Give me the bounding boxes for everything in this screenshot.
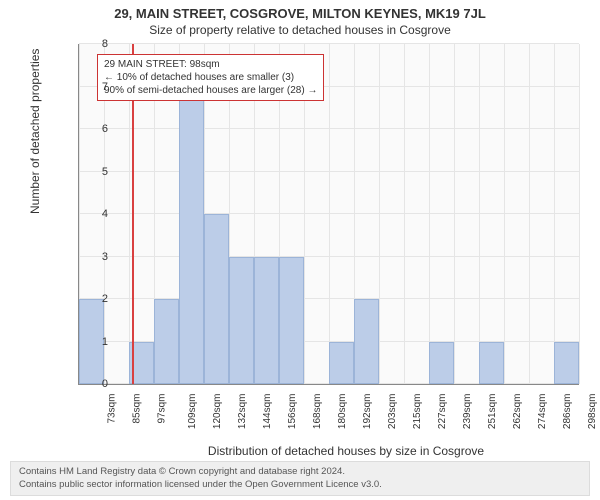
bar	[204, 214, 229, 384]
bar	[154, 299, 179, 384]
ytick-label: 6	[90, 123, 108, 135]
gridline-v	[379, 44, 380, 384]
callout-box: 29 MAIN STREET: 98sqm← 10% of detached h…	[97, 54, 324, 101]
gridline-v	[454, 44, 455, 384]
xtick-label: 262sqm	[512, 394, 523, 430]
xtick-label: 109sqm	[187, 394, 198, 430]
bar	[329, 342, 354, 385]
title-main: 29, MAIN STREET, COSGROVE, MILTON KEYNES…	[0, 0, 600, 21]
gridline-v	[529, 44, 530, 384]
callout-line: 90% of semi-detached houses are larger (…	[104, 84, 317, 97]
xtick-label: 168sqm	[312, 394, 323, 430]
footer-line-1: Contains HM Land Registry data © Crown c…	[19, 466, 581, 478]
callout-line: 29 MAIN STREET: 98sqm	[104, 58, 317, 71]
ytick-label: 8	[90, 38, 108, 50]
gridline-v	[479, 44, 480, 384]
xtick-label: 180sqm	[337, 394, 348, 430]
gridline-v	[504, 44, 505, 384]
bar	[554, 342, 579, 385]
callout-line: ← 10% of detached houses are smaller (3)	[104, 71, 317, 84]
xtick-label: 227sqm	[437, 394, 448, 430]
xtick-label: 298sqm	[587, 394, 598, 430]
xtick-label: 85sqm	[132, 394, 143, 424]
xtick-label: 132sqm	[237, 394, 248, 430]
bar	[479, 342, 504, 385]
ytick-label: 3	[90, 251, 108, 263]
gridline-v	[429, 44, 430, 384]
xtick-label: 274sqm	[537, 394, 548, 430]
xtick-label: 73sqm	[107, 394, 118, 424]
bar	[254, 257, 279, 385]
xtick-label: 97sqm	[157, 394, 168, 424]
bar	[429, 342, 454, 385]
xtick-label: 120sqm	[212, 394, 223, 430]
gridline-v	[579, 44, 580, 384]
gridline-v	[329, 44, 330, 384]
ytick-label: 1	[90, 336, 108, 348]
plot-area: 29 MAIN STREET: 98sqm← 10% of detached h…	[78, 44, 579, 385]
xtick-label: 144sqm	[262, 394, 273, 430]
attribution-footer: Contains HM Land Registry data © Crown c…	[10, 461, 590, 496]
xtick-label: 239sqm	[462, 394, 473, 430]
bar	[354, 299, 379, 384]
ytick-label: 4	[90, 208, 108, 220]
gridline-v	[404, 44, 405, 384]
chart-area: Number of detached properties 29 MAIN ST…	[48, 44, 584, 414]
ytick-label: 2	[90, 293, 108, 305]
xtick-label: 215sqm	[412, 394, 423, 430]
bar	[279, 257, 304, 385]
xtick-label: 251sqm	[487, 394, 498, 430]
ytick-label: 7	[90, 81, 108, 93]
xtick-label: 156sqm	[287, 394, 298, 430]
figure-container: 29, MAIN STREET, COSGROVE, MILTON KEYNES…	[0, 0, 600, 500]
title-sub: Size of property relative to detached ho…	[0, 21, 600, 37]
footer-line-2: Contains public sector information licen…	[19, 479, 581, 491]
xtick-label: 203sqm	[387, 394, 398, 430]
xtick-label: 192sqm	[362, 394, 373, 430]
xtick-label: 286sqm	[562, 394, 573, 430]
bar	[179, 87, 204, 385]
ytick-label: 5	[90, 166, 108, 178]
bar	[229, 257, 254, 385]
yaxis-label: Number of detached properties	[28, 49, 42, 214]
xaxis-label: Distribution of detached houses by size …	[78, 444, 600, 458]
ytick-label: 0	[90, 378, 108, 390]
gridline-v	[554, 44, 555, 384]
